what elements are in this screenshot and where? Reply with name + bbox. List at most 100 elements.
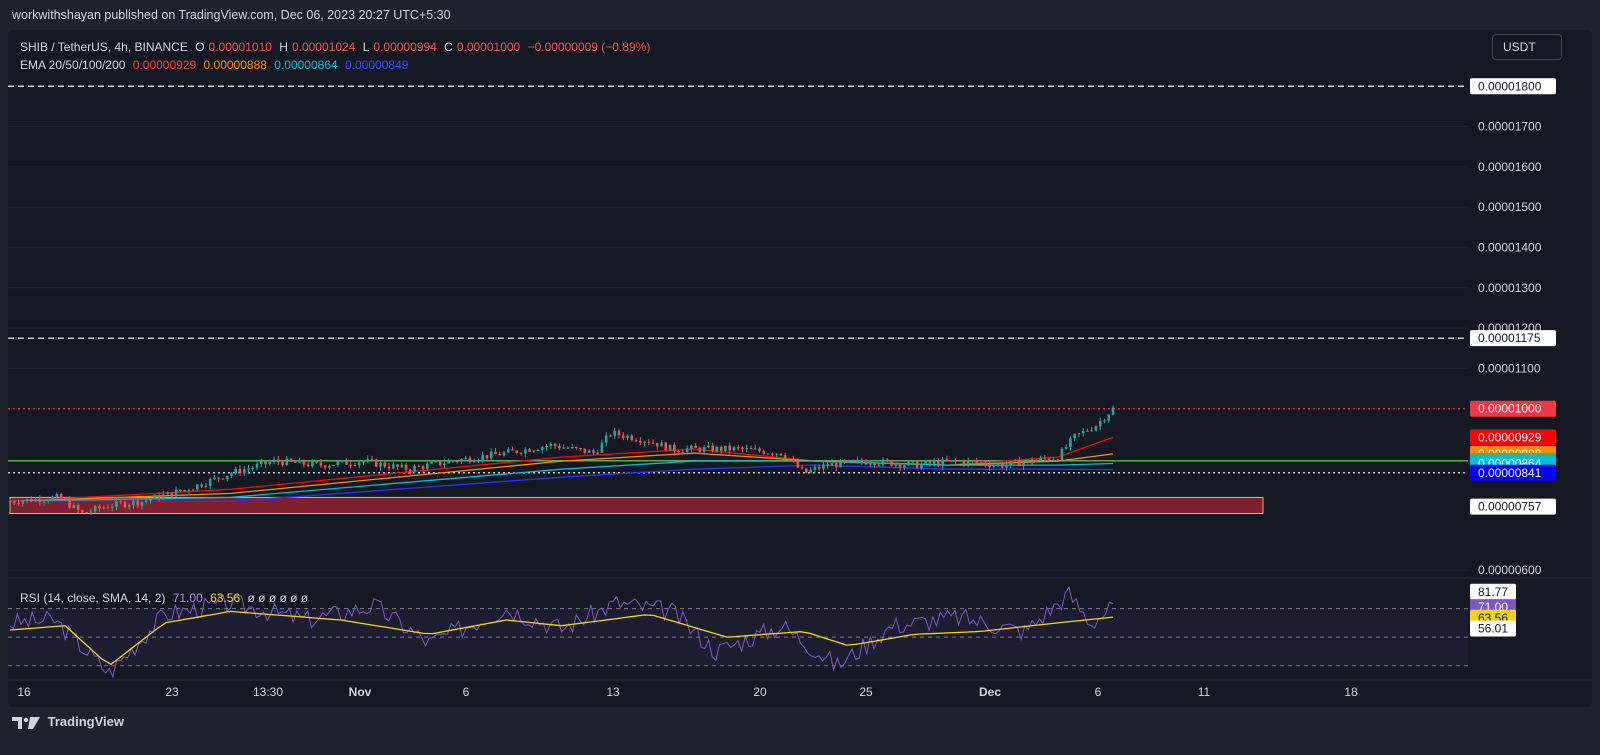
published-text: workwithshayan published on TradingView.… [12,8,451,22]
candle-body [868,463,872,465]
candle-body [157,495,161,500]
candle-body [532,450,536,452]
rsi-label[interactable]: RSI (14, close, SMA, 14, 2) [20,591,166,605]
candle-body [485,455,489,459]
candle-body [1069,438,1072,448]
candle-body [51,496,54,501]
rsi-legend: RSI (14, close, SMA, 14, 2) 71.00 63.56 … [20,591,312,605]
candle-body [387,466,391,469]
chart-canvas[interactable]: 0.00001700 0.00001600 0.00001500 0.00001400… [8,30,1592,707]
candle-body [21,501,25,504]
candle-body [1073,433,1076,439]
candle-body [336,461,340,466]
candle-body [349,464,352,466]
symbol-label[interactable]: SHIB / TetherUS, 4h, BINANCE [20,40,188,54]
candle-body [217,477,220,479]
rsi-extra-values: ø ø ø ø ø ø [247,591,309,605]
candle-body [468,457,472,463]
candle-body [830,463,834,466]
candle-body [494,451,497,455]
candle-body [328,465,331,468]
price-tag-label: 0.00000929 [1478,430,1542,444]
candle-body [553,443,557,447]
candle-body [711,445,714,452]
candle-body [515,450,519,453]
candle-body [724,445,727,451]
candle-body [753,448,757,450]
candle-body [502,452,506,456]
rsi-tag [1470,620,1516,637]
demand-zone[interactable] [9,496,1264,515]
candle-body [1035,460,1038,463]
candle-body [541,447,544,451]
candle-body [59,494,63,499]
candle-body [319,462,323,466]
candle-body [127,505,131,507]
candle-body [464,457,467,460]
candle-body [1018,459,1021,467]
price-tag-label: 0.00000757 [1478,500,1542,514]
candle-body [839,460,842,468]
candle-body [102,507,105,509]
candle-body [736,447,740,449]
candle-body [983,462,987,466]
candle-body [660,442,663,447]
candle-body [583,448,587,453]
candle-body [928,461,932,464]
price-tag-label: 0.00001800 [1478,79,1542,93]
candle-body [1009,460,1013,465]
candle-body [677,451,680,453]
candle-body [404,464,408,471]
candle-body [596,452,599,454]
candle-body [187,489,191,491]
candle-body [937,461,940,466]
candle-body [860,459,864,463]
candle-body [1030,459,1034,463]
candle-body [110,506,114,508]
x-axis-tick-label: 13 [606,685,620,699]
candle-body [400,464,404,467]
candle-body [524,449,527,454]
candle-body [68,499,71,508]
price-tag [1470,498,1556,515]
ema100-value: 0.00000864 [274,58,338,72]
candle-body [17,502,20,504]
candle-body [796,461,800,468]
candle-body [383,462,387,467]
candle-body [234,468,238,474]
currency-button[interactable]: USDT [1492,34,1562,60]
candle-body [323,465,327,468]
candle-body [685,448,689,452]
candle-body [647,441,651,443]
candle-body [715,446,719,452]
candle-body [558,446,561,449]
candle-body [698,447,702,452]
candle-body [566,447,570,449]
candle-body [506,449,510,453]
candle-body [98,506,101,509]
y-axis-tick-label: 0.00001100 [1478,361,1541,375]
candle-body [881,459,885,465]
candle-body [170,492,174,497]
candle-body [1047,458,1051,461]
candle-body [1086,430,1089,432]
candle-body [915,461,919,469]
candle-body [1000,463,1004,468]
candle-body [255,463,259,468]
candle-body [626,435,629,438]
chart-panel[interactable]: 0.00001700 0.00001600 0.00001500 0.00001400… [8,30,1592,707]
price-tag-label: 0.00000841 [1478,466,1542,480]
candle-body [992,465,996,467]
candle-body [975,460,979,463]
ema20-value: 0.00000929 [132,58,197,72]
rsi-tag-label: 81.77 [1478,585,1508,599]
candle-body [174,489,178,497]
candle-body [673,444,676,452]
candle-body [600,442,604,453]
candle-body [792,459,795,462]
candle-body [213,477,216,479]
candle-body [656,442,659,447]
high-value: 0.00001024 [291,40,356,54]
candle-body [805,468,808,473]
ema-label[interactable]: EMA 20/50/100/200 [20,58,126,72]
